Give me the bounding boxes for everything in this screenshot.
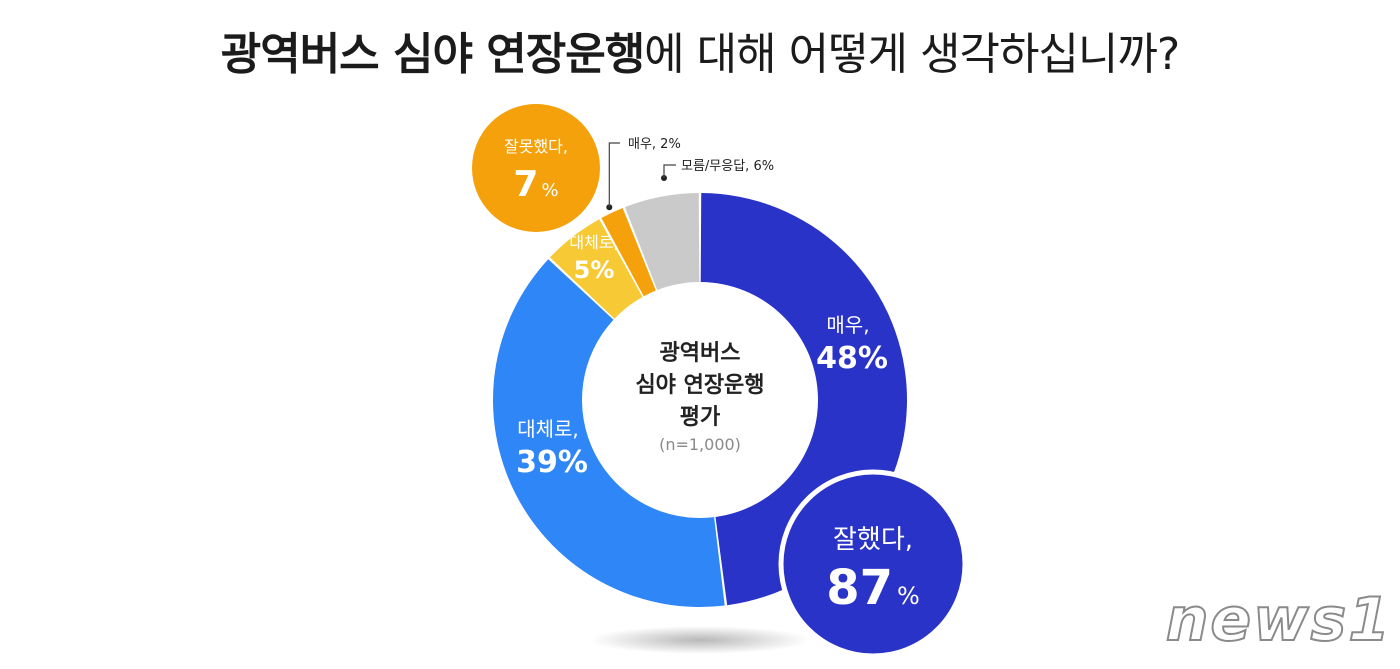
slice-3 <box>601 207 656 297</box>
slice-2 <box>549 219 643 319</box>
slice-label-very-good: 매우, <box>826 313 869 337</box>
center-label-line3: 평가 <box>680 405 720 430</box>
slice-label-very-bad: 매우, 2% <box>628 137 681 152</box>
slice-4 <box>624 193 700 291</box>
watermark-logo: news1 <box>1165 584 1392 656</box>
group-label-good: 잘했다, <box>833 525 913 555</box>
group-bubble-good <box>778 469 968 659</box>
leader-line-very-bad <box>608 142 620 208</box>
center-label-line2: 심야 연장운행 <box>635 373 764 398</box>
page-title: 광역버스 심야 연장운행에 대해 어떻게 생각하십니까? <box>0 18 1400 82</box>
center-label-line1: 광역버스 <box>660 341 741 366</box>
leader-line-no-answer <box>663 164 676 178</box>
slice-label-fairly-bad: 대체로, <box>569 233 618 252</box>
group-bubble-bad <box>472 104 600 232</box>
slice-value-fairly-good: 39% <box>516 445 588 480</box>
group-value-good: 87% <box>826 560 920 616</box>
slice-1 <box>493 259 725 607</box>
title-rest: 에 대해 어떻게 생각하십니까? <box>644 29 1180 80</box>
center-sample-size: (n=1,000) <box>659 435 741 454</box>
chart-shadow <box>590 626 810 654</box>
title-bold: 광역버스 심야 연장운행 <box>220 29 645 80</box>
slice-value-very-good: 48% <box>816 341 888 376</box>
slice-label-fairly-good: 대체로, <box>517 417 579 441</box>
group-label-bad: 잘못했다, <box>504 137 568 156</box>
slice-label-no-answer: 모름/무응답, 6% <box>681 159 774 174</box>
slice-value-fairly-bad: 5% <box>574 256 615 284</box>
